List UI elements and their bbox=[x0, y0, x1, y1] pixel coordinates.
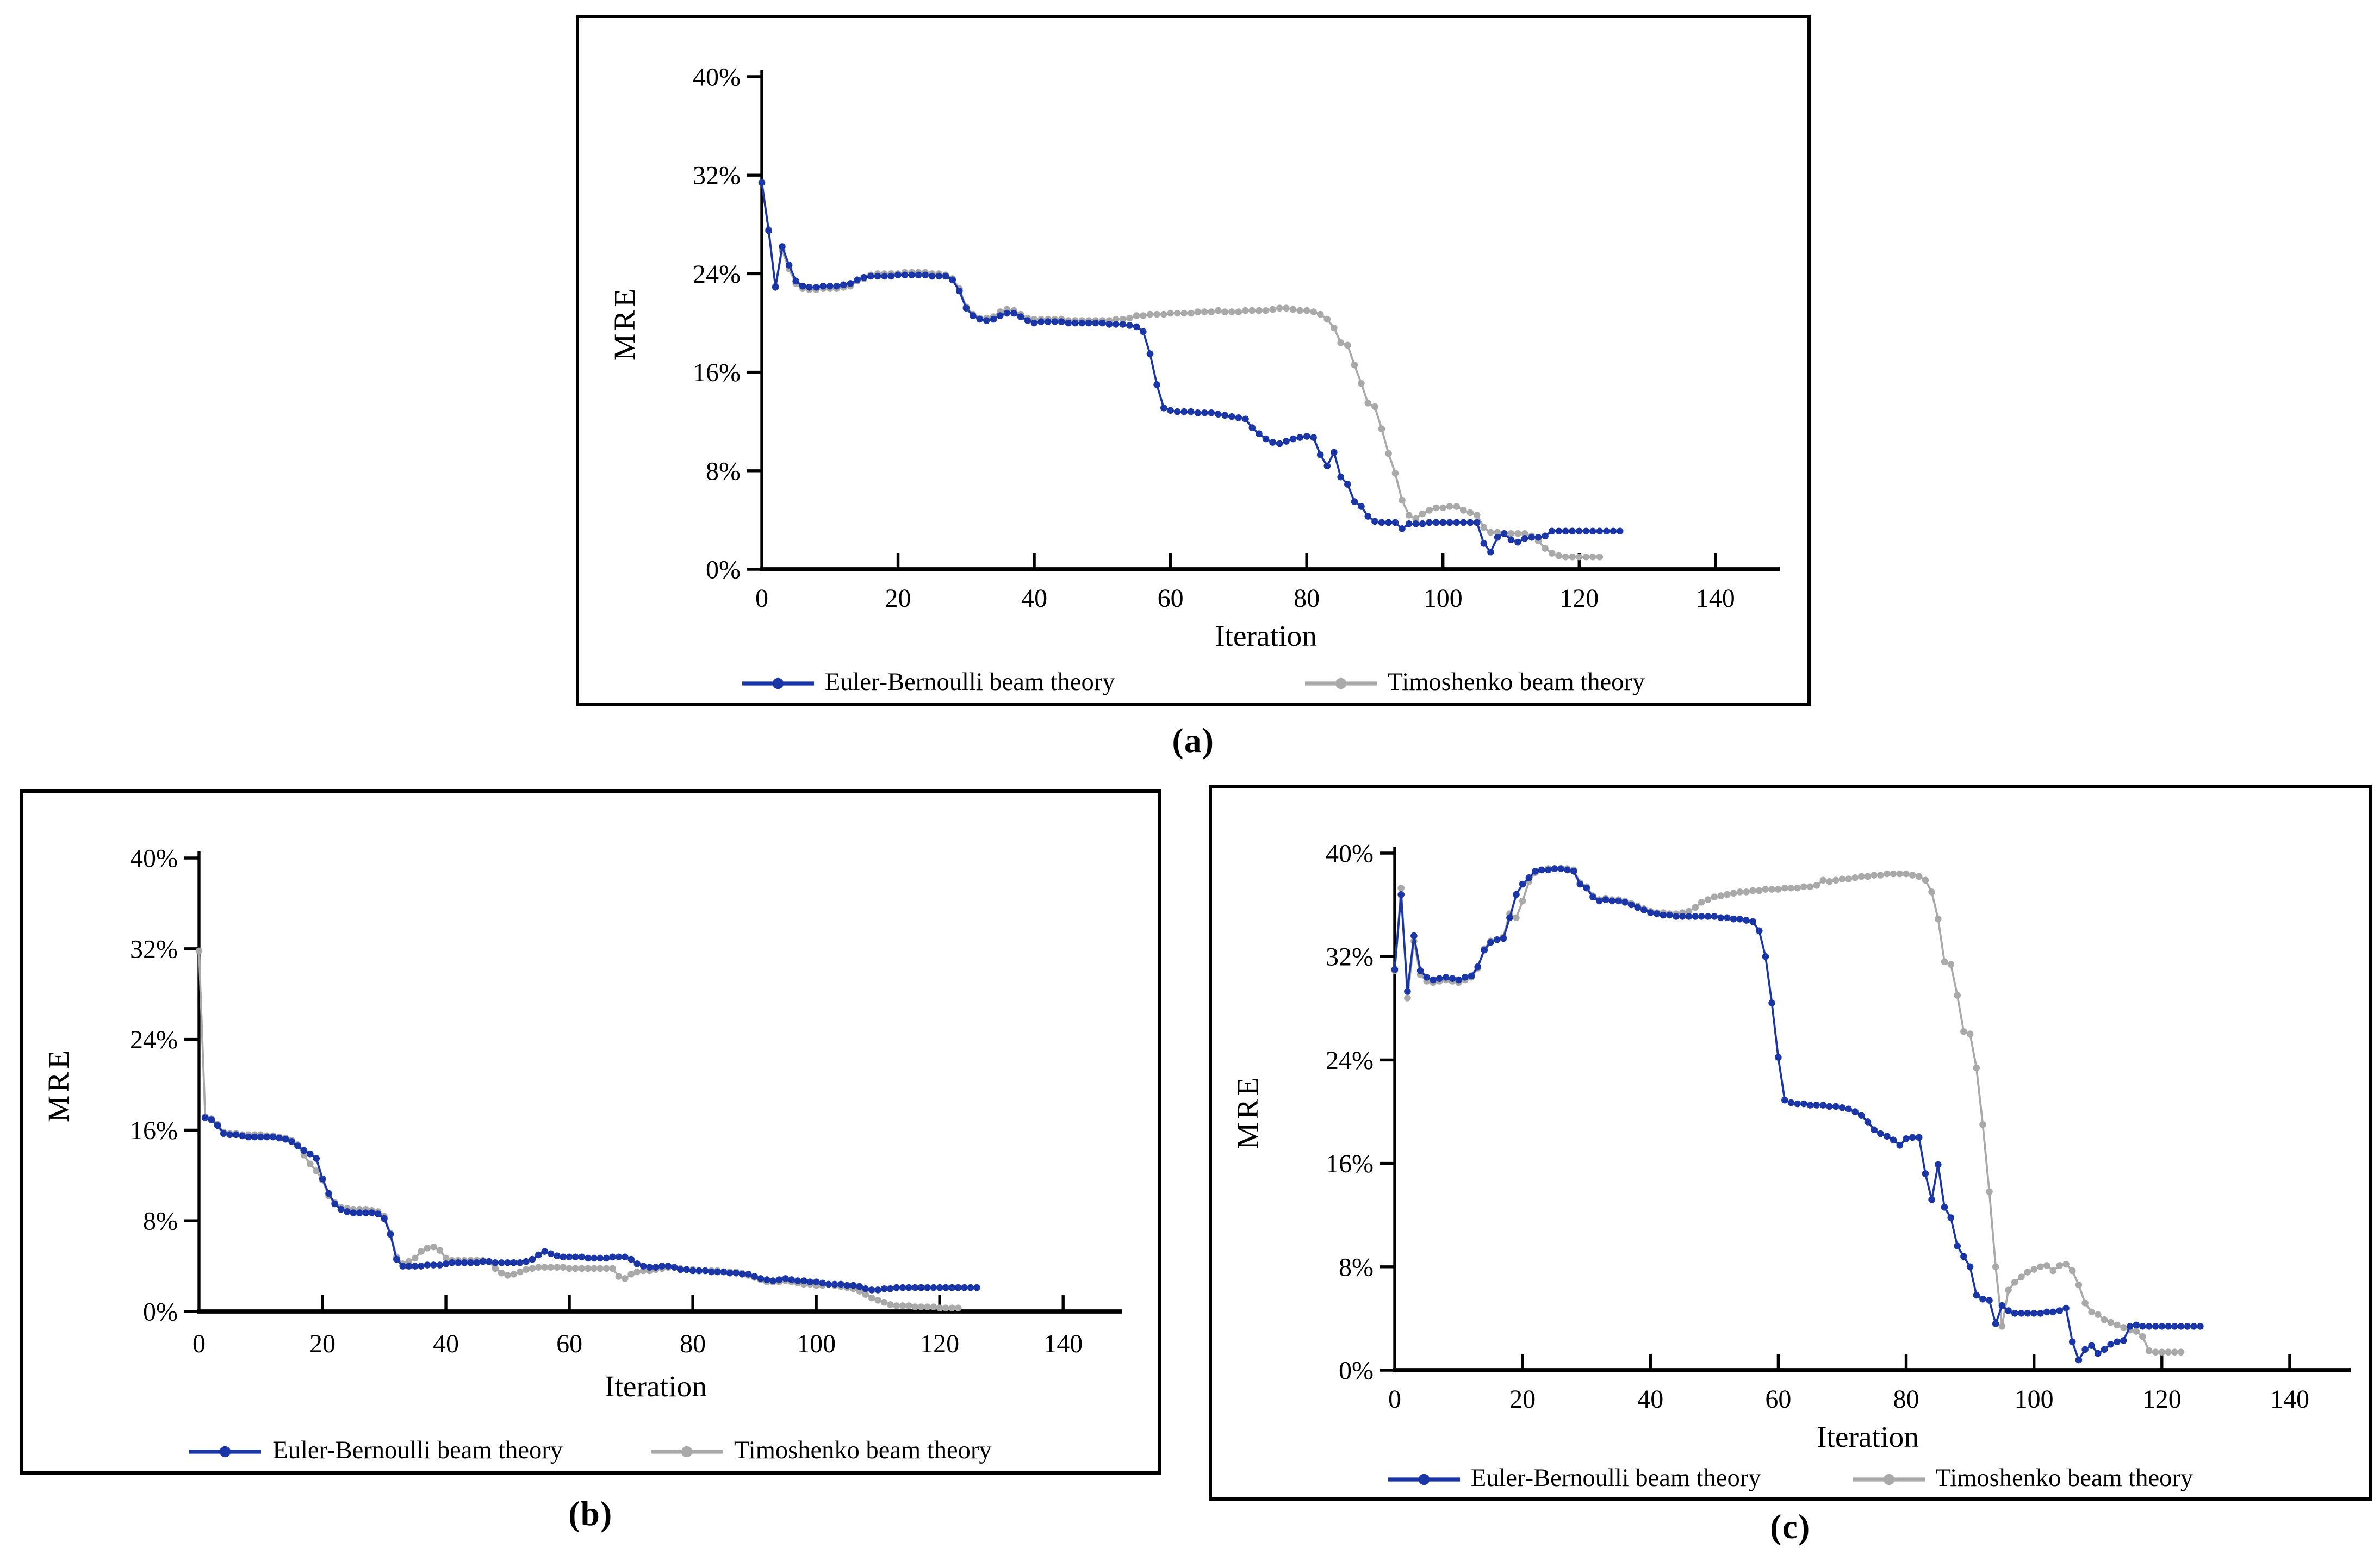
series-line-timoshenko bbox=[198, 950, 959, 1309]
caption-c: (c) bbox=[1770, 1507, 1811, 1546]
line-marker-icon bbox=[1304, 677, 1376, 689]
x-tick-label: 140 bbox=[1696, 584, 1735, 613]
series-line-euler-bernoulli bbox=[761, 182, 1620, 554]
legend-label: Euler-Bernoulli beam theory bbox=[272, 1437, 563, 1465]
y-tick-label: 32% bbox=[130, 935, 178, 963]
legend-label: Timoshenko beam theory bbox=[734, 1437, 992, 1465]
series-line-timoshenko bbox=[1394, 867, 2181, 1353]
legend-label: Euler-Bernoulli beam theory bbox=[824, 669, 1115, 697]
y-axis-title: MRE bbox=[42, 1047, 76, 1122]
chart-canvas-b: 0% 8% 16% 24% 32% 40% 0 20 40 60 80 100 120 140 Iterat… bbox=[42, 844, 1122, 1403]
chart-frame-b: 0% 8% 16% 24% 32% 40% 0 20 40 60 80 100 120 140 Iterat… bbox=[20, 789, 1161, 1475]
legend-b: Euler-Bernoulli beam theory Timoshenko b… bbox=[23, 1437, 1158, 1466]
y-tick-label: 8% bbox=[143, 1207, 178, 1236]
x-tick-label: 120 bbox=[1559, 584, 1599, 613]
x-axis-title: Iteration bbox=[1817, 1421, 1919, 1454]
x-tick-label: 140 bbox=[2270, 1385, 2309, 1414]
y-tick-label: 16% bbox=[130, 1116, 178, 1145]
legend-label: Timoshenko beam theory bbox=[1387, 669, 1645, 697]
legend-label: Euler-Bernoulli beam theory bbox=[1470, 1465, 1761, 1493]
x-tick-label: 40 bbox=[433, 1329, 459, 1358]
x-tick-label: 100 bbox=[797, 1329, 836, 1358]
y-tick-label: 24% bbox=[130, 1025, 178, 1054]
x-tick-label: 40 bbox=[1021, 584, 1047, 613]
caption-b: (b) bbox=[568, 1494, 613, 1533]
y-axis-title: MRE bbox=[608, 285, 642, 360]
x-tick-label: 0 bbox=[755, 584, 768, 613]
series-line-timoshenko bbox=[761, 182, 1600, 558]
figure-panel-b: 0% 8% 16% 24% 32% 40% 0 20 40 60 80 100 120 140 Iterat… bbox=[20, 789, 1161, 1535]
y-tick-label: 40% bbox=[693, 63, 741, 92]
chart-canvas-a: 0% 8% 16% 24% 32% 40% 0 20 40 60 80 100 120 140 Iterat… bbox=[608, 63, 1780, 653]
legend-item-euler-bernoulli: Euler-Bernoulli beam theory bbox=[741, 669, 1115, 698]
caption-a: (a) bbox=[1172, 721, 1215, 760]
legend-item-euler-bernoulli: Euler-Bernoulli beam theory bbox=[189, 1437, 563, 1466]
x-tick-label: 20 bbox=[885, 584, 911, 613]
legend-a: Euler-Bernoulli beam theory Timoshenko b… bbox=[579, 669, 1807, 698]
x-tick-label: 80 bbox=[680, 1329, 706, 1358]
chart-canvas-c: 0% 8% 16% 24% 32% 40% 0 20 40 60 80 100 120 140 Iterat… bbox=[1232, 840, 2351, 1454]
chart-frame-c: 0% 8% 16% 24% 32% 40% 0 20 40 60 80 100 120 140 Iterat… bbox=[1209, 785, 2372, 1501]
legend-item-euler-bernoulli: Euler-Bernoulli beam theory bbox=[1387, 1465, 1761, 1494]
y-tick-label: 24% bbox=[1326, 1046, 1374, 1075]
legend-label: Timoshenko beam theory bbox=[1935, 1465, 2193, 1493]
x-tick-label: 20 bbox=[309, 1329, 335, 1358]
x-axis-title: Iteration bbox=[1215, 620, 1317, 653]
y-tick-label: 32% bbox=[693, 161, 741, 190]
y-tick-label: 0% bbox=[1339, 1357, 1374, 1385]
x-tick-label: 100 bbox=[2015, 1385, 2054, 1414]
line-marker-icon bbox=[189, 1446, 262, 1458]
x-tick-label: 40 bbox=[1637, 1385, 1663, 1414]
legend-item-timoshenko: Timoshenko beam theory bbox=[651, 1437, 992, 1466]
x-tick-label: 120 bbox=[2142, 1385, 2182, 1414]
y-tick-label: 0% bbox=[706, 556, 741, 585]
x-tick-label: 20 bbox=[1509, 1385, 1536, 1414]
y-tick-label: 16% bbox=[1326, 1149, 1374, 1178]
y-axis-title: MRE bbox=[1232, 1074, 1265, 1149]
x-tick-label: 60 bbox=[1765, 1385, 1791, 1414]
figure-panel-a: 0% 8% 16% 24% 32% 40% 0 20 40 60 80 100 120 140 Iterat… bbox=[576, 15, 1811, 762]
chart-frame-a: 0% 8% 16% 24% 32% 40% 0 20 40 60 80 100 120 140 Iterat… bbox=[576, 15, 1811, 706]
y-tick-label: 8% bbox=[1339, 1253, 1374, 1282]
y-tick-label: 40% bbox=[130, 844, 178, 873]
x-tick-label: 80 bbox=[1294, 584, 1320, 613]
x-tick-label: 140 bbox=[1043, 1329, 1083, 1358]
x-tick-label: 60 bbox=[1158, 584, 1184, 613]
figure-panel-c: 0% 8% 16% 24% 32% 40% 0 20 40 60 80 100 120 140 Iterat… bbox=[1209, 785, 2372, 1548]
series-line-euler-bernoulli bbox=[204, 1116, 977, 1291]
y-tick-label: 16% bbox=[693, 358, 741, 387]
y-tick-label: 0% bbox=[143, 1298, 178, 1327]
x-tick-label: 0 bbox=[192, 1329, 206, 1358]
line-marker-icon bbox=[741, 677, 813, 689]
x-tick-label: 120 bbox=[920, 1329, 959, 1358]
line-marker-icon bbox=[1852, 1474, 1924, 1485]
y-tick-label: 32% bbox=[1326, 943, 1374, 972]
line-marker-icon bbox=[1387, 1474, 1459, 1485]
legend-item-timoshenko: Timoshenko beam theory bbox=[1852, 1465, 2193, 1494]
x-axis-title: Iteration bbox=[605, 1370, 707, 1403]
x-tick-label: 0 bbox=[1388, 1385, 1401, 1414]
y-tick-label: 40% bbox=[1326, 840, 1374, 868]
x-tick-label: 60 bbox=[556, 1329, 582, 1358]
line-marker-icon bbox=[651, 1446, 723, 1458]
x-tick-label: 100 bbox=[1424, 584, 1463, 613]
legend-item-timoshenko: Timoshenko beam theory bbox=[1304, 669, 1645, 698]
legend-c: Euler-Bernoulli beam theory Timoshenko b… bbox=[1212, 1465, 2369, 1494]
y-tick-label: 24% bbox=[693, 260, 741, 289]
y-tick-label: 8% bbox=[706, 457, 741, 486]
x-tick-label: 80 bbox=[1893, 1385, 1919, 1414]
